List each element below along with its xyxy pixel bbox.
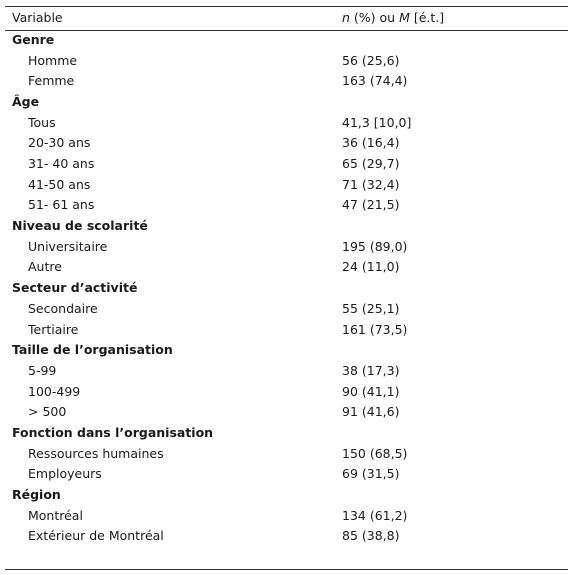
- header-variable: Variable: [12, 10, 63, 25]
- header-stat-part: n: [342, 10, 350, 25]
- row-label: 100-499: [28, 383, 81, 399]
- row-label: 31- 40 ans: [28, 156, 95, 172]
- group-title: Fonction dans l’organisation: [12, 424, 214, 440]
- row-value: 90 (41,1): [342, 383, 400, 399]
- group-title: Taille de l’organisation: [12, 342, 173, 358]
- row-label: 41-50 ans: [28, 176, 91, 192]
- row-label: Autre: [28, 259, 62, 275]
- row-value: 41,3 [10,0]: [342, 114, 412, 130]
- row-value: 56 (25,6): [342, 52, 400, 68]
- group-title: Secteur d’activité: [12, 280, 138, 296]
- bottom-rule: [5, 569, 568, 570]
- header-stat-part: (%) ou: [349, 10, 400, 25]
- row-label: Ressources humaines: [28, 445, 164, 461]
- row-value: 85 (38,8): [342, 528, 400, 544]
- row-label: 20-30 ans: [28, 135, 91, 151]
- row-label: Universitaire: [28, 238, 108, 254]
- row-label: Extérieur de Montréal: [28, 528, 164, 544]
- group-title: Région: [12, 486, 61, 502]
- row-label: Homme: [28, 52, 78, 68]
- row-value: 71 (32,4): [342, 176, 400, 192]
- header-stat-part: [é.t.]: [409, 10, 445, 25]
- row-label: 51- 61 ans: [28, 197, 95, 213]
- group-title: Genre: [12, 32, 55, 47]
- row-value: 55 (25,1): [342, 300, 400, 316]
- row-value: 161 (73,5): [342, 321, 408, 337]
- row-value: 65 (29,7): [342, 156, 400, 172]
- header-stat: n (%) ou M [é.t.]: [342, 10, 444, 26]
- row-label: Tous: [28, 114, 56, 130]
- row-value: 163 (74,4): [342, 73, 408, 89]
- row-value: 195 (89,0): [342, 238, 408, 254]
- top-rule: [5, 6, 568, 7]
- group-title: Âge: [12, 94, 40, 110]
- row-value: 36 (16,4): [342, 135, 400, 151]
- header-rule: [5, 30, 568, 31]
- row-label: > 500: [28, 404, 67, 420]
- row-label: 5-99: [28, 362, 57, 378]
- row-value: 91 (41,6): [342, 404, 400, 420]
- group-title: Niveau de scolarité: [12, 218, 148, 234]
- row-label: Secondaire: [28, 300, 98, 316]
- row-value: 150 (68,5): [342, 445, 408, 461]
- row-label: Femme: [28, 73, 75, 89]
- header-stat-part: M: [399, 10, 410, 25]
- row-label: Montréal: [28, 507, 83, 523]
- row-value: 38 (17,3): [342, 362, 400, 378]
- row-value: 69 (31,5): [342, 466, 400, 482]
- row-value: 134 (61,2): [342, 507, 408, 523]
- row-value: 47 (21,5): [342, 197, 400, 213]
- row-label: Tertiaire: [28, 321, 79, 337]
- row-value: 24 (11,0): [342, 259, 400, 275]
- row-label: Employeurs: [28, 466, 102, 482]
